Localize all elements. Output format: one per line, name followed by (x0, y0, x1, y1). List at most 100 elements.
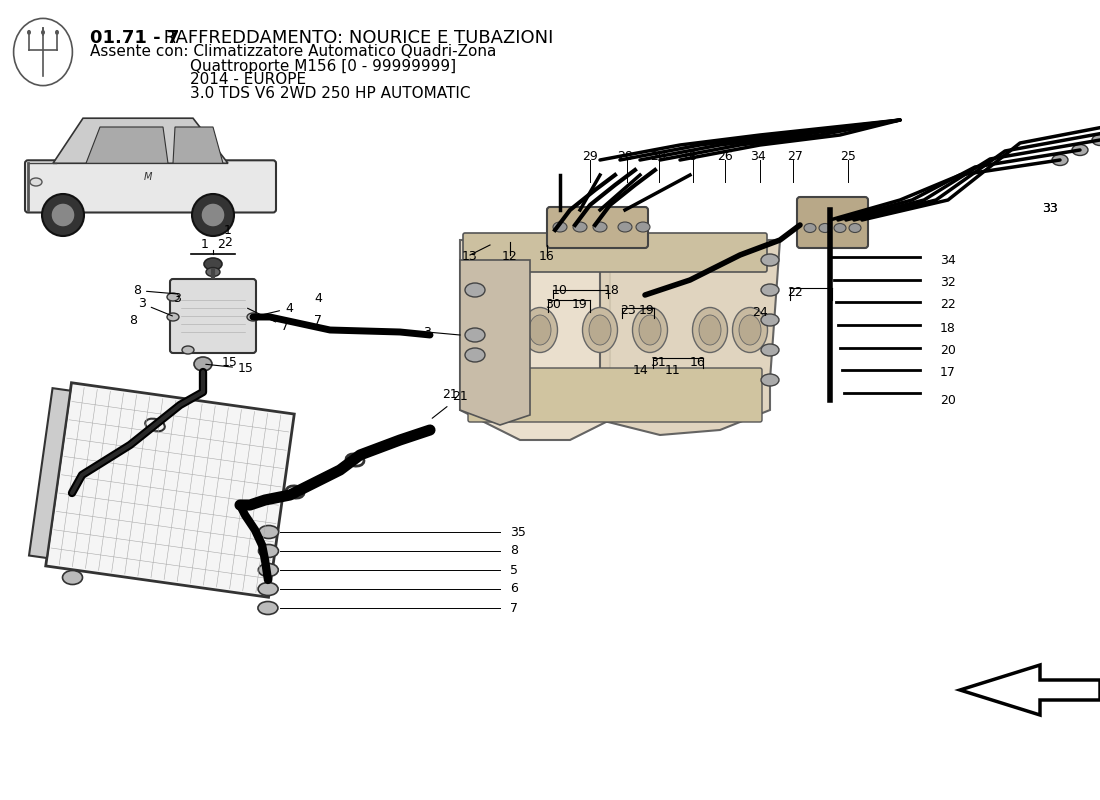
Text: 01.71 - 7: 01.71 - 7 (90, 29, 179, 47)
Ellipse shape (167, 313, 179, 321)
Ellipse shape (63, 570, 82, 585)
Text: M: M (144, 171, 152, 182)
Text: 18: 18 (682, 150, 697, 163)
Polygon shape (460, 260, 530, 425)
Ellipse shape (593, 222, 607, 232)
Ellipse shape (182, 346, 194, 354)
Ellipse shape (42, 194, 84, 236)
Text: 6: 6 (510, 582, 518, 595)
Text: 35: 35 (510, 526, 526, 538)
Polygon shape (960, 665, 1100, 715)
Ellipse shape (206, 267, 220, 277)
Ellipse shape (192, 194, 234, 236)
FancyBboxPatch shape (468, 368, 762, 422)
Ellipse shape (248, 313, 258, 321)
Text: 34: 34 (940, 254, 956, 266)
Ellipse shape (761, 344, 779, 356)
FancyBboxPatch shape (798, 197, 868, 248)
Text: 19: 19 (572, 298, 587, 311)
Ellipse shape (632, 307, 668, 353)
Ellipse shape (41, 30, 45, 35)
Ellipse shape (28, 30, 31, 35)
Text: 16: 16 (690, 355, 706, 369)
Text: 22: 22 (940, 298, 956, 311)
Ellipse shape (1072, 145, 1088, 155)
Text: 15: 15 (206, 362, 254, 375)
Text: 16: 16 (539, 250, 554, 263)
Text: 23: 23 (620, 303, 636, 317)
Text: 1: 1 (224, 223, 232, 237)
Text: 8: 8 (510, 545, 518, 558)
Text: RAFFREDDAMENTO: NOURICE E TUBAZIONI: RAFFREDDAMENTO: NOURICE E TUBAZIONI (158, 29, 553, 47)
Ellipse shape (204, 258, 222, 270)
Text: 4: 4 (255, 302, 293, 316)
Text: 29: 29 (582, 150, 598, 163)
Ellipse shape (30, 178, 42, 186)
Text: 7: 7 (248, 308, 289, 333)
Ellipse shape (804, 223, 816, 233)
Text: 7: 7 (314, 314, 322, 326)
Polygon shape (86, 127, 168, 163)
Text: 13: 13 (462, 250, 477, 263)
Text: 20: 20 (940, 394, 956, 406)
FancyBboxPatch shape (170, 279, 256, 353)
Ellipse shape (258, 582, 278, 595)
Text: 2: 2 (224, 235, 232, 249)
Ellipse shape (834, 223, 846, 233)
Text: 3: 3 (424, 326, 431, 338)
Polygon shape (46, 382, 295, 598)
Text: 33: 33 (1042, 202, 1058, 214)
Text: 20: 20 (650, 150, 666, 163)
Text: 4: 4 (315, 291, 322, 305)
Text: 22: 22 (788, 286, 803, 298)
Text: 12: 12 (502, 250, 518, 263)
FancyBboxPatch shape (547, 207, 648, 248)
Ellipse shape (529, 315, 551, 345)
Ellipse shape (55, 30, 59, 35)
FancyBboxPatch shape (463, 233, 767, 272)
Text: 15: 15 (222, 357, 238, 370)
Text: 8: 8 (129, 314, 138, 326)
Text: 24: 24 (752, 306, 768, 318)
Text: 18: 18 (604, 283, 620, 297)
Ellipse shape (820, 223, 830, 233)
Ellipse shape (478, 315, 500, 345)
Polygon shape (460, 240, 610, 440)
Ellipse shape (194, 357, 212, 371)
Text: 8: 8 (133, 284, 175, 297)
Polygon shape (29, 388, 70, 558)
Polygon shape (600, 240, 780, 435)
Text: 18: 18 (940, 322, 956, 334)
Ellipse shape (739, 315, 761, 345)
Polygon shape (173, 127, 223, 163)
Text: 27: 27 (788, 150, 803, 163)
Ellipse shape (522, 307, 558, 353)
Ellipse shape (473, 307, 507, 353)
Text: 34: 34 (750, 150, 766, 163)
Text: 7: 7 (510, 602, 518, 614)
Ellipse shape (258, 545, 278, 558)
Ellipse shape (573, 222, 587, 232)
Text: 21: 21 (442, 389, 458, 402)
Text: 11: 11 (666, 363, 681, 377)
Ellipse shape (1092, 134, 1100, 146)
Ellipse shape (618, 222, 632, 232)
Polygon shape (53, 118, 228, 163)
Ellipse shape (761, 374, 779, 386)
Text: Quattroporte M156 [0 - 99999999]: Quattroporte M156 [0 - 99999999] (190, 58, 456, 74)
Ellipse shape (465, 348, 485, 362)
Ellipse shape (51, 203, 75, 227)
Ellipse shape (465, 283, 485, 297)
Text: 26: 26 (717, 150, 733, 163)
Text: 20: 20 (940, 345, 956, 358)
Ellipse shape (257, 602, 278, 614)
Ellipse shape (258, 526, 278, 538)
Text: 10: 10 (552, 283, 568, 297)
Ellipse shape (258, 563, 278, 577)
Ellipse shape (761, 254, 779, 266)
Text: 19: 19 (639, 303, 654, 317)
Text: 3.0 TDS V6 2WD 250 HP AUTOMATIC: 3.0 TDS V6 2WD 250 HP AUTOMATIC (190, 86, 471, 102)
Text: 32: 32 (940, 277, 956, 290)
Text: 21: 21 (432, 390, 468, 418)
Ellipse shape (167, 293, 179, 301)
